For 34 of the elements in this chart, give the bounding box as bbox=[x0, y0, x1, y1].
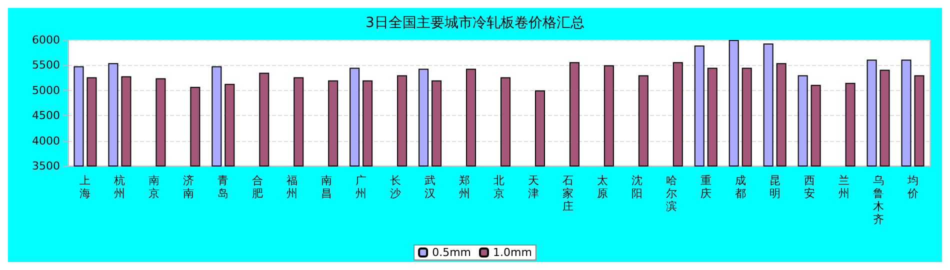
x-tick-label: 合肥 bbox=[252, 174, 264, 200]
x-tick-label: 南京 bbox=[148, 174, 160, 200]
x-tick-label: 均价 bbox=[906, 174, 918, 200]
x-tick-label: 沈阳 bbox=[631, 174, 642, 200]
x-tick-label: 北京 bbox=[494, 174, 504, 200]
y-tick-label: 6000 bbox=[32, 34, 60, 46]
x-tick-label: 南昌 bbox=[321, 174, 332, 200]
y-tick-label: 4000 bbox=[32, 134, 60, 148]
x-tick-label: 郑州 bbox=[459, 174, 470, 200]
x-tick-label: 长沙 bbox=[390, 174, 402, 200]
x-tick-label: 石家庄 bbox=[562, 174, 574, 213]
x-tick-label: 哈尔滨 bbox=[666, 174, 677, 213]
x-tick-label: 青岛 bbox=[218, 174, 229, 200]
y-tick-label: 3500 bbox=[32, 160, 60, 172]
x-tick-label: 乌鲁木齐 bbox=[872, 174, 884, 226]
x-tick-label: 昆明 bbox=[769, 174, 780, 200]
x-tick-label: 重庆 bbox=[700, 174, 712, 200]
legend-label: 0.5mm bbox=[432, 246, 472, 259]
x-tick-label: 成都 bbox=[734, 174, 746, 200]
y-tick-label: 4500 bbox=[32, 109, 60, 122]
x-tick-label: 西安 bbox=[804, 174, 815, 200]
x-tick-label: 太原 bbox=[596, 174, 608, 200]
x-tick-label: 兰州 bbox=[838, 174, 850, 200]
y-tick-label: 5000 bbox=[32, 84, 60, 97]
x-tick-label: 济南 bbox=[183, 174, 194, 200]
x-tick-label: 福州 bbox=[286, 174, 298, 200]
legend-label: 1.0mm bbox=[493, 246, 532, 259]
y-tick-label: 5500 bbox=[32, 58, 60, 72]
x-tick-label: 杭州 bbox=[113, 174, 126, 200]
x-tick-label: 武汉 bbox=[424, 174, 436, 200]
chart-title: 3日全国主要城市冷轧板卷价格汇总 bbox=[366, 15, 584, 31]
x-tick-label: 广州 bbox=[356, 174, 367, 200]
x-tick-label: 天津 bbox=[528, 174, 539, 200]
x-tick-label: 上海 bbox=[80, 174, 91, 200]
